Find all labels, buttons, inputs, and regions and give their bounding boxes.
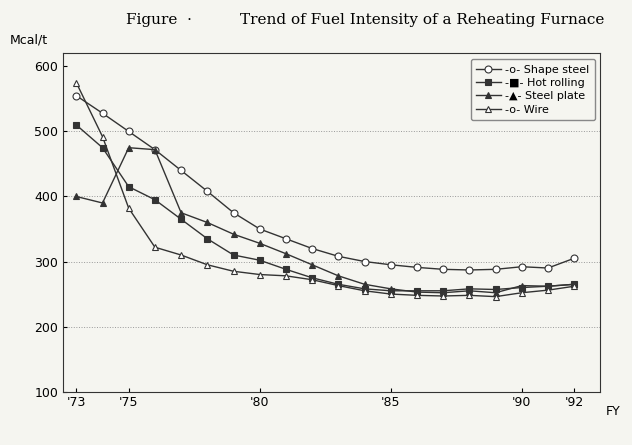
Text: Figure  ·: Figure · bbox=[126, 13, 192, 27]
Text: Trend of Fuel Intensity of a Reheating Furnace: Trend of Fuel Intensity of a Reheating F… bbox=[240, 13, 605, 27]
Text: Mcal/t: Mcal/t bbox=[9, 34, 47, 47]
Text: FY: FY bbox=[605, 405, 621, 418]
Legend: -o- Shape steel, -■- Hot rolling, -▲- Steel plate, -o- Wire: -o- Shape steel, -■- Hot rolling, -▲- St… bbox=[471, 59, 595, 120]
